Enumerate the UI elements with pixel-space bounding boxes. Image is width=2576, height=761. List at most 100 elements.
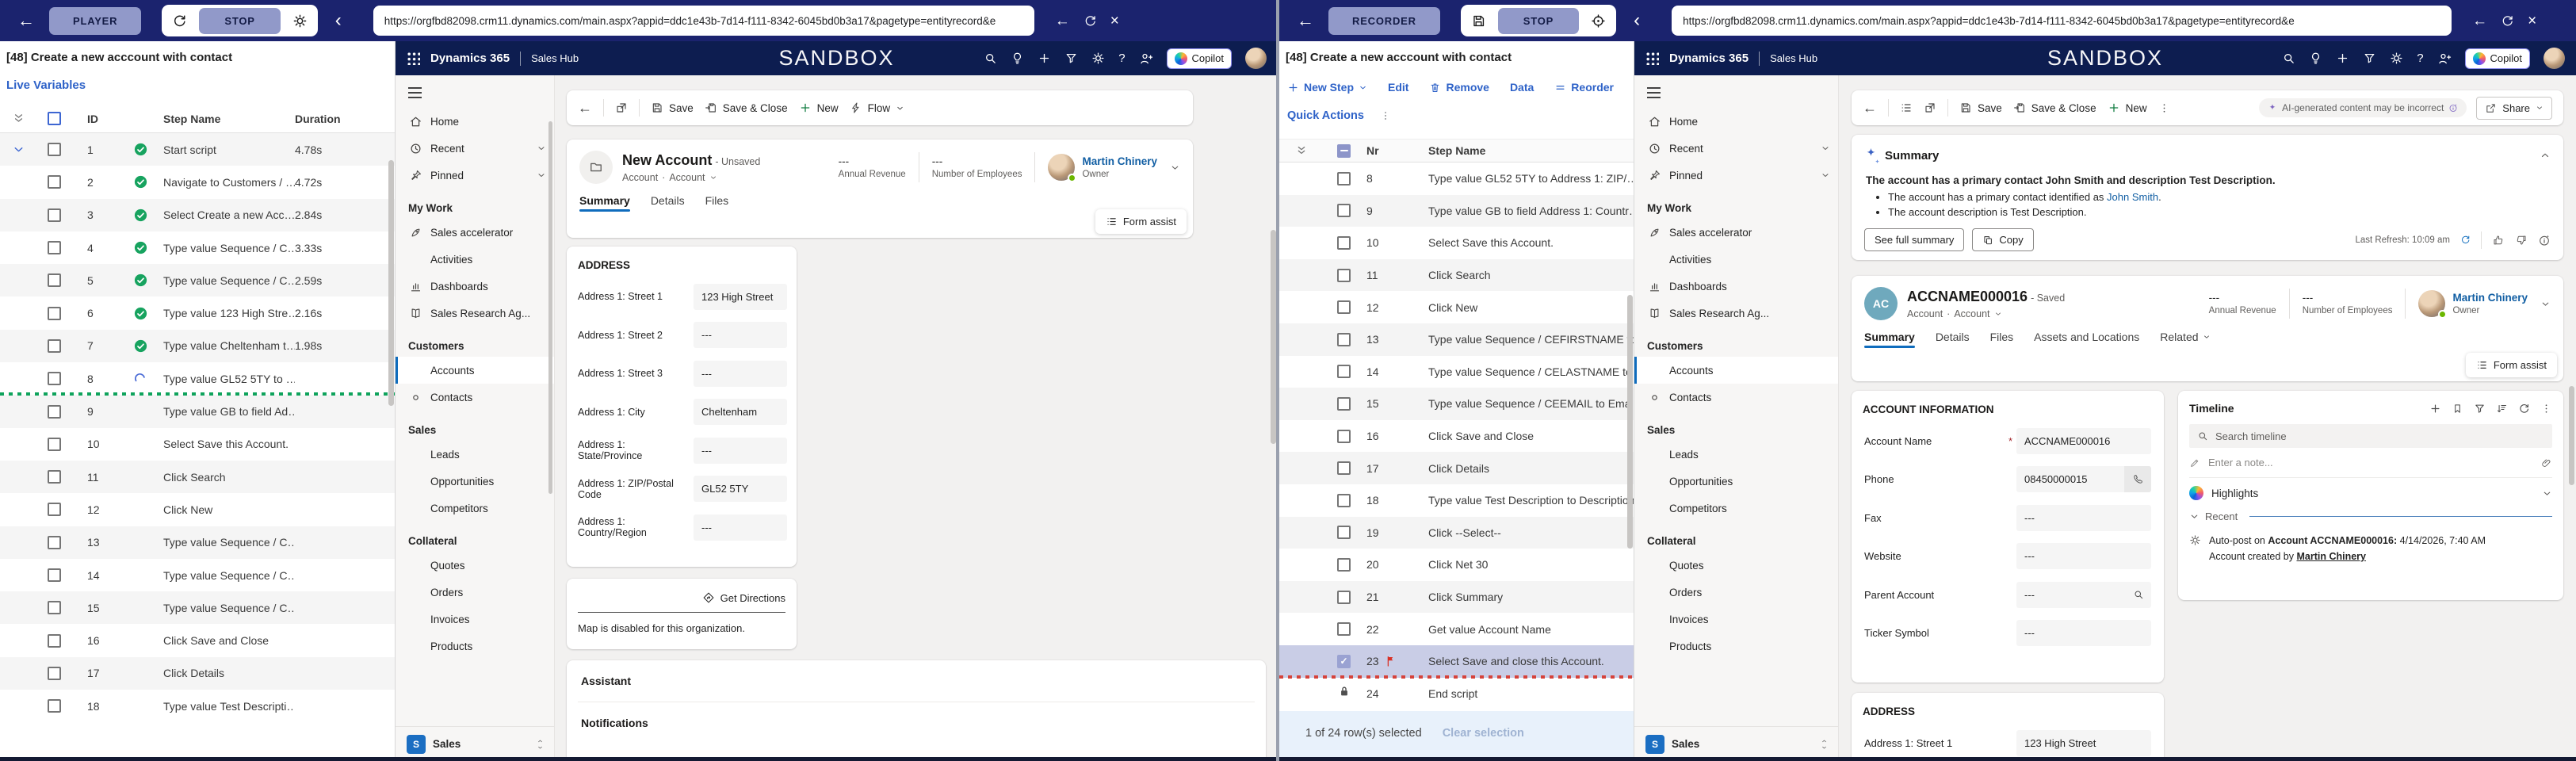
expand-highlights-chevron-icon[interactable] <box>2542 488 2552 499</box>
sidebar-item[interactable]: Quotes <box>1634 552 1838 579</box>
recorded-step-row[interactable]: 14 Type value Sequence / CELASTNAME to … <box>1279 356 1634 388</box>
sidebar-item[interactable]: Contacts <box>396 384 554 411</box>
recorded-step-row[interactable]: 24 End script <box>1279 678 1634 710</box>
dynamics-brand[interactable]: Dynamics 365 <box>1669 52 1749 65</box>
dynamics-brand[interactable]: Dynamics 365 <box>430 52 510 65</box>
help-icon[interactable]: ? <box>1118 52 1126 65</box>
remove-step-button[interactable]: Remove <box>1429 81 1489 94</box>
sidebar-item[interactable]: Contacts <box>1634 384 1838 411</box>
sidebar-item[interactable]: Home <box>1634 108 1838 135</box>
copilot-button[interactable]: Copilot <box>2464 48 2530 69</box>
area-switch-chevrons-icon[interactable] <box>536 738 545 751</box>
recent-group-header[interactable]: Recent <box>2189 511 2552 522</box>
sort-icon[interactable] <box>2496 403 2508 415</box>
sidebar-item[interactable]: Sales accelerator <box>396 219 554 246</box>
see-full-summary-button[interactable]: See full summary <box>1864 228 1965 251</box>
sidebar-item[interactable]: Products <box>1634 633 1838 660</box>
step-row[interactable]: 15 Type value Sequence / C… <box>0 591 395 625</box>
column-header-id[interactable]: ID <box>87 112 98 125</box>
new-button[interactable]: New <box>2108 101 2147 114</box>
tab[interactable]: Files <box>705 194 729 207</box>
step-row[interactable]: 17 Click Details <box>0 656 395 690</box>
step-row[interactable]: 10 Select Save this Account. <box>0 428 395 461</box>
sidebar-item[interactable]: Invoices <box>1634 606 1838 633</box>
step-row[interactable]: 12 Click New <box>0 493 395 526</box>
row-checkbox[interactable] <box>1337 654 1351 668</box>
column-header-nr[interactable]: Nr <box>1366 144 1379 157</box>
get-directions-button[interactable]: Get Directions <box>567 579 797 612</box>
sidebar-item[interactable]: Home <box>396 108 554 135</box>
close-icon[interactable]: × <box>2528 12 2537 29</box>
reorder-button[interactable]: Reorder <box>1554 81 1614 94</box>
row-checkbox[interactable] <box>48 404 61 419</box>
sidebar-item[interactable]: Orders <box>1634 579 1838 606</box>
field-value-input[interactable]: --- <box>2016 581 2151 608</box>
reload-icon[interactable] <box>2501 14 2514 28</box>
user-avatar[interactable] <box>2544 48 2565 69</box>
bookmark-icon[interactable] <box>2452 403 2463 415</box>
row-checkbox[interactable] <box>48 241 61 255</box>
sidebar-item[interactable]: Opportunities <box>396 468 554 495</box>
expand-row-chevron-icon[interactable] <box>12 143 25 156</box>
back-icon[interactable]: ← <box>1863 99 1877 116</box>
field-value-input[interactable]: --- <box>694 437 787 464</box>
field-value-input[interactable]: ACCNAME000016 <box>2016 427 2151 454</box>
back-icon[interactable]: ← <box>578 99 592 116</box>
recorded-step-row[interactable]: 16 Click Save and Close <box>1279 420 1634 453</box>
row-checkbox[interactable] <box>1337 235 1351 250</box>
new-button[interactable]: New <box>799 101 839 114</box>
author-link[interactable]: Martin Chinery <box>2296 551 2366 562</box>
sidebar-item[interactable]: Pinned <box>396 162 554 189</box>
flow-button[interactable]: Flow <box>850 101 905 114</box>
row-checkbox[interactable] <box>48 143 61 157</box>
timeline-search-input[interactable]: Search timeline <box>2189 424 2552 448</box>
tab[interactable]: Related <box>2160 331 2210 352</box>
step-row[interactable]: 7 Type value Cheltenham t… 1.98s <box>0 329 395 363</box>
quick-create-plus-icon[interactable] <box>2336 52 2349 65</box>
collapse-panel-chevron-icon[interactable]: ‹ <box>1634 10 1641 31</box>
recorded-step-row[interactable]: 9 Type value GB to field Address 1: Coun… <box>1279 194 1634 228</box>
save-and-close-button[interactable]: Save & Close <box>2013 101 2096 114</box>
row-checkbox[interactable] <box>1337 332 1351 346</box>
share-button[interactable]: Share <box>2476 96 2552 120</box>
row-checkbox[interactable] <box>48 208 61 222</box>
contact-link[interactable]: John Smith <box>2107 191 2159 203</box>
form-assist-button[interactable]: Form assist <box>1095 209 1187 234</box>
recorded-step-row[interactable]: 15 Type value Sequence / CEEMAIL to Emai… <box>1279 388 1634 420</box>
collapse-summary-chevron-icon[interactable] <box>2540 150 2551 161</box>
row-checkbox[interactable] <box>48 601 61 615</box>
collapse-panel-chevron-icon[interactable]: ‹ <box>334 10 342 31</box>
recorded-step-row[interactable]: 21 Click Summary <box>1279 580 1634 614</box>
sidebar-item[interactable]: Dashboards <box>1634 273 1838 300</box>
url-bar[interactable]: https://orgfbd82098.crm11.dynamics.com/m… <box>373 6 1034 36</box>
step-row[interactable]: 1 Start script 4.78s <box>0 133 395 166</box>
back-icon[interactable]: ← <box>1297 10 1314 30</box>
sidebar-item[interactable]: Activities <box>1634 246 1838 273</box>
recorded-step-row[interactable]: 20 Click Net 30 <box>1279 549 1634 581</box>
hamburger-menu-icon[interactable] <box>1634 75 1838 108</box>
field-value-input[interactable]: --- <box>694 360 787 387</box>
select-all-checkbox[interactable] <box>1337 143 1351 158</box>
user-avatar[interactable] <box>1245 48 1267 69</box>
row-checkbox[interactable] <box>1337 622 1351 637</box>
row-checkbox[interactable] <box>1337 204 1351 218</box>
step-row[interactable]: 16 Click Save and Close <box>0 624 395 656</box>
sidebar-item[interactable]: Products <box>396 633 554 660</box>
app-name[interactable]: Sales Hub <box>1770 52 1818 64</box>
collapse-header-chevron-icon[interactable] <box>2540 299 2551 309</box>
row-checkbox[interactable] <box>1337 268 1351 282</box>
step-row[interactable]: 6 Type value 123 High Stre… 2.16s <box>0 296 395 329</box>
sidebar-item[interactable]: Accounts <box>396 357 554 384</box>
save-recording-icon[interactable] <box>1471 13 1486 29</box>
area-switcher[interactable]: S Sales <box>396 726 554 761</box>
tab[interactable]: Summary <box>579 194 630 216</box>
step-row[interactable]: 3 Select Create a new Acc… 2.84s <box>0 198 395 231</box>
row-checkbox[interactable] <box>48 175 61 189</box>
assistant-heading[interactable]: Assistant <box>581 675 632 687</box>
collapse-all-icon[interactable] <box>12 112 25 125</box>
refresh-summary-icon[interactable] <box>2460 235 2471 245</box>
step-row[interactable]: 13 Type value Sequence / C… <box>0 526 395 559</box>
recorded-step-row[interactable]: 11 Click Search <box>1279 258 1634 292</box>
search-icon[interactable] <box>2282 52 2295 65</box>
tab[interactable]: Summary <box>1864 331 1915 352</box>
